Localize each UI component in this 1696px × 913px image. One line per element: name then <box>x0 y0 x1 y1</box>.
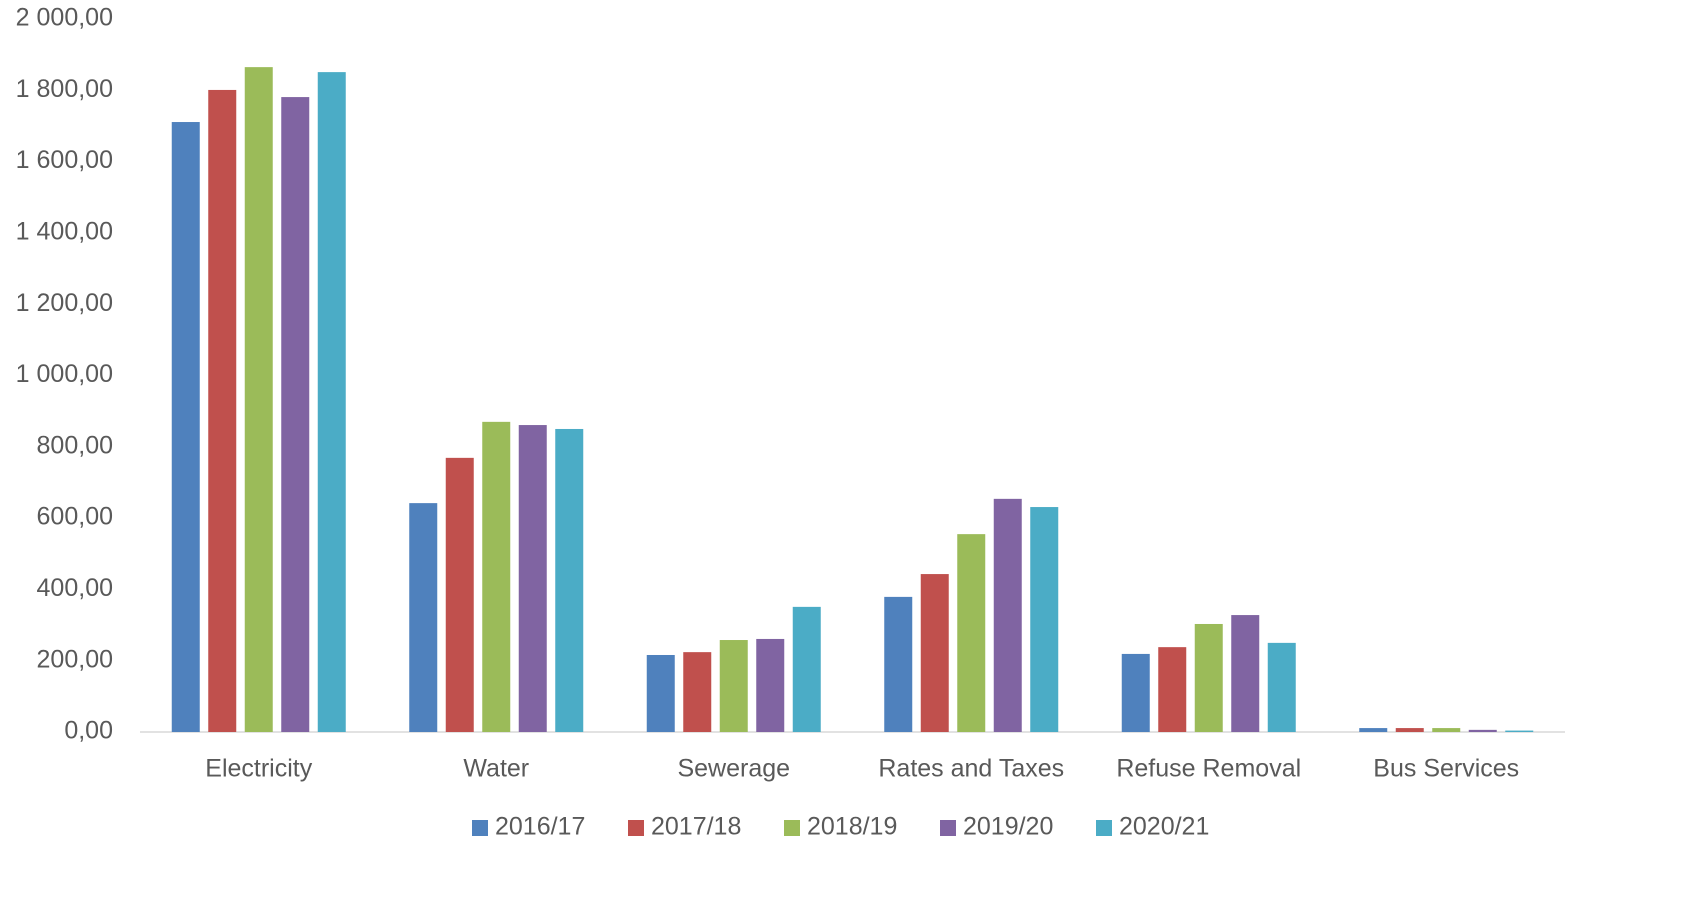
bar <box>884 596 913 732</box>
bar <box>1395 728 1424 732</box>
bar <box>957 534 986 732</box>
bar <box>482 421 511 732</box>
x-tick-label: Water <box>463 755 529 783</box>
bar <box>1505 730 1534 732</box>
y-tick-label: 600,00 <box>37 503 113 531</box>
bar <box>518 425 547 732</box>
bar <box>1359 728 1388 732</box>
bar <box>1030 507 1059 732</box>
legend-swatch <box>472 820 488 836</box>
bar <box>281 97 310 733</box>
bar <box>1468 729 1497 732</box>
legend-label: 2018/19 <box>807 813 897 841</box>
bar <box>1121 653 1150 732</box>
bar <box>993 498 1022 732</box>
legend-swatch <box>784 820 800 836</box>
x-tick-label: Electricity <box>205 755 312 783</box>
legend-label: 2019/20 <box>963 813 1053 841</box>
x-tick-label: Rates and Taxes <box>878 755 1064 783</box>
legend-swatch <box>628 820 644 836</box>
y-tick-label: 1 800,00 <box>16 75 113 103</box>
x-tick-label: Sewerage <box>677 755 790 783</box>
bar <box>719 640 748 732</box>
bar <box>1432 728 1461 732</box>
legend-label: 2017/18 <box>651 813 741 841</box>
bar <box>445 457 474 732</box>
legend-swatch <box>940 820 956 836</box>
y-tick-label: 2 000,00 <box>16 4 113 32</box>
x-tick-label: Bus Services <box>1373 755 1519 783</box>
bar <box>646 654 675 732</box>
bar <box>244 67 273 732</box>
y-tick-label: 0,00 <box>64 717 113 745</box>
bar <box>1158 647 1187 732</box>
bar <box>1231 615 1260 732</box>
bar <box>208 89 237 733</box>
y-tick-label: 1 200,00 <box>16 289 113 317</box>
legend-label: 2016/17 <box>495 813 585 841</box>
bar <box>171 122 200 732</box>
bar <box>1267 642 1296 732</box>
bar <box>683 652 712 732</box>
legend-swatch <box>1096 820 1112 836</box>
y-tick-label: 400,00 <box>37 574 113 602</box>
x-tick-label: Refuse Removal <box>1116 755 1301 783</box>
bar <box>920 574 949 732</box>
y-tick-label: 800,00 <box>37 431 113 459</box>
bar <box>409 503 438 732</box>
bar <box>317 72 346 732</box>
bar <box>792 606 821 732</box>
y-tick-label: 200,00 <box>37 645 113 673</box>
bar <box>756 638 785 732</box>
y-tick-label: 1 600,00 <box>16 146 113 174</box>
bar <box>1194 623 1223 732</box>
bar <box>555 428 584 732</box>
legend-label: 2020/21 <box>1119 813 1209 841</box>
y-tick-label: 1 000,00 <box>16 360 113 388</box>
y-tick-label: 1 400,00 <box>16 218 113 246</box>
